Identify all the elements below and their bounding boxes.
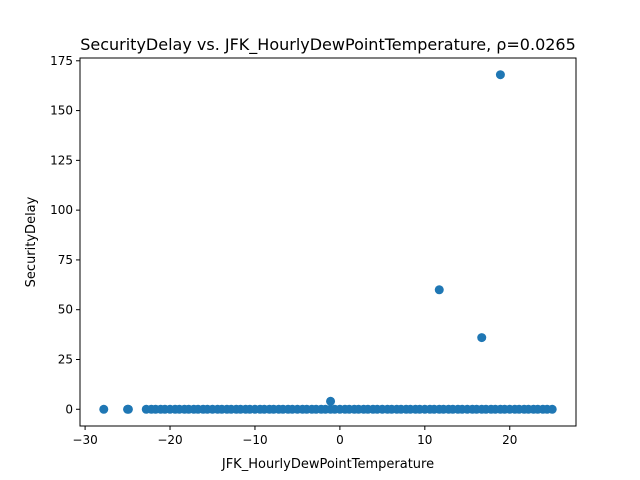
x-tick-label: 20 [502, 433, 517, 447]
data-point [99, 404, 109, 414]
y-tick-label: 125 [50, 153, 73, 167]
y-tick-label: 150 [50, 104, 73, 118]
plot-area-frame [79, 57, 577, 427]
y-tick-label: 175 [50, 54, 73, 68]
data-points [99, 70, 557, 414]
x-tick-label: 0 [336, 433, 344, 447]
x-tick-label: −10 [242, 433, 267, 447]
data-point [123, 404, 133, 414]
y-tick-label: 50 [58, 303, 73, 317]
y-tick-label: 0 [65, 402, 73, 416]
y-tick-label: 100 [50, 203, 73, 217]
x-tick-label: −30 [72, 433, 97, 447]
x-axis-label: JFK_HourlyDewPointTemperature [221, 457, 434, 472]
y-axis-ticks: 0 25 50 75 100 125 150 175 [50, 54, 80, 416]
data-point [547, 404, 557, 414]
data-point [495, 70, 505, 80]
x-tick-label: −20 [157, 433, 182, 447]
y-axis-label: SecurityDelay [24, 196, 39, 287]
data-point [326, 396, 336, 406]
data-point [477, 333, 487, 343]
x-tick-label: 10 [417, 433, 432, 447]
y-tick-label: 75 [58, 253, 73, 267]
data-point [434, 285, 444, 295]
x-axis-ticks: −30 −20 −10 0 10 20 [72, 426, 517, 447]
chart-title: SecurityDelay vs. JFK_HourlyDewPointTemp… [80, 35, 576, 55]
y-tick-label: 25 [58, 352, 73, 366]
